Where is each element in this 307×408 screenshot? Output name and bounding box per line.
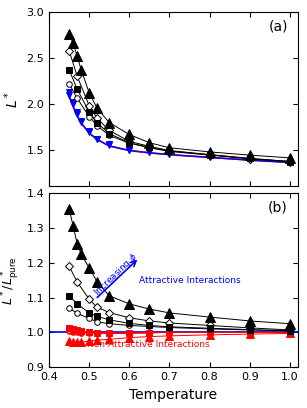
- Text: Attractive Interactions: Attractive Interactions: [139, 276, 241, 286]
- Y-axis label: $L^*/L^*_\mathrm{pure}$: $L^*/L^*_\mathrm{pure}$: [0, 256, 21, 305]
- Y-axis label: $L^*$: $L^*$: [2, 91, 21, 108]
- Text: Increasing $\phi$: Increasing $\phi$: [91, 250, 142, 299]
- Text: (b): (b): [268, 200, 288, 214]
- Text: (a): (a): [268, 19, 288, 33]
- X-axis label: Temperature: Temperature: [129, 388, 218, 401]
- Text: Non-Attractive Interactions: Non-Attractive Interactions: [87, 340, 210, 349]
